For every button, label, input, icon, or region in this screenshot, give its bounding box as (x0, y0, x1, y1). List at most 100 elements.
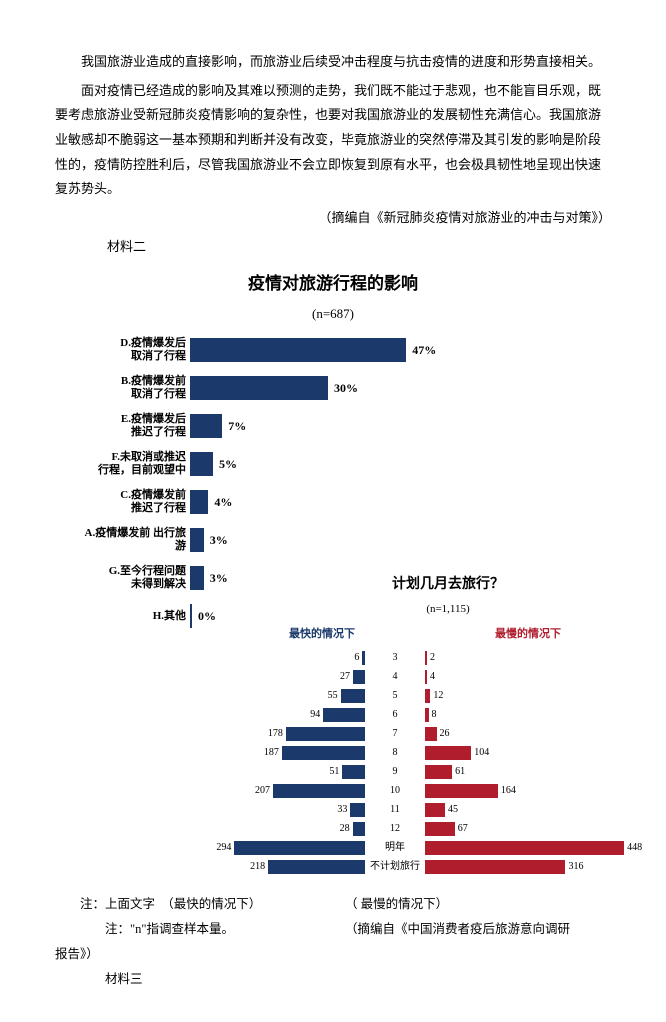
chart2-left-value: 218 (250, 857, 265, 876)
chart2-left-bar (342, 765, 365, 779)
chart2-right-value: 61 (455, 762, 465, 781)
chart2-left: 178 (145, 724, 365, 743)
chart1-row: E.疫情爆发后推迟了行程 7% (75, 410, 455, 442)
chart2-right: 316 (425, 857, 645, 876)
chart2-right: 61 (425, 762, 645, 781)
note-2a: 注："n"指调查样本量。 (55, 917, 345, 942)
chart1-barwrap: 30% (190, 376, 455, 400)
chart1-row: C.疫情爆发前推迟了行程4% (75, 486, 455, 518)
chart1-value: 30% (334, 377, 358, 400)
chart2-right-value: 104 (474, 743, 489, 762)
chart1-barwrap: 4% (190, 490, 455, 514)
chart2-left-value: 187 (264, 743, 279, 762)
chart2-left-bar (286, 727, 365, 741)
chart2-right: 8 (425, 705, 645, 724)
chart2-category: 5 (365, 686, 425, 705)
chart2-left: 94 (145, 705, 365, 724)
chart2-left: 55 (145, 686, 365, 705)
chart2-right-value: 4 (430, 667, 435, 686)
chart2-left-value: 28 (340, 819, 350, 838)
chart2-left-bar (353, 670, 365, 684)
chart2-left-bar (323, 708, 365, 722)
chart2-right-bar (425, 784, 498, 798)
chart1-value: 47% (412, 339, 436, 362)
chart2-left-bar (282, 746, 365, 760)
chart2-left: 28 (145, 819, 365, 838)
note-2b: （摘编自《中国消费者疫后旅游意向调研 (345, 917, 570, 942)
chart2-right-value: 8 (432, 705, 437, 724)
chart1-value: 3% (210, 529, 228, 552)
chart2-headers: 最快的情况下 最慢的情况下 (145, 624, 666, 645)
chart2-right-value: 164 (501, 781, 516, 800)
chart2-row: 187 8 104 (145, 744, 666, 762)
chart1-value: 7% (228, 415, 246, 438)
chart2-left-header: 最快的情况下 (289, 624, 355, 645)
chart2-right: 45 (425, 800, 645, 819)
chart2-left-value: 207 (255, 781, 270, 800)
chart2-category: 明年 (365, 838, 425, 857)
chart2-left: 187 (145, 743, 365, 762)
chart1-barwrap: 47% (190, 338, 455, 362)
chart1-row-label: D.疫情爆发后取消了行程 (75, 337, 190, 363)
chart2-left-bar (273, 784, 365, 798)
chart2-left-bar (341, 689, 365, 703)
chart2-category: 9 (365, 762, 425, 781)
chart1-row: B.疫情爆发前取消了行程 30% (75, 372, 455, 404)
chart1-row: A.疫情爆发前 出行旅游 3% (75, 524, 455, 556)
chart2-category: 11 (365, 800, 425, 819)
chart2-left-bar (350, 803, 365, 817)
chart2-right: 12 (425, 686, 645, 705)
chart1-row: D.疫情爆发后取消了行程 47% (75, 334, 455, 366)
chart2-right-bar (425, 746, 471, 760)
chart2-right-bar (425, 708, 429, 722)
chart2-category: 12 (365, 819, 425, 838)
chart2-right-bar (425, 803, 445, 817)
chart1-bar (190, 566, 204, 590)
chart1-row-label: B.疫情爆发前取消了行程 (75, 375, 190, 401)
chart2-row: 55512 (145, 687, 666, 705)
chart1-bar (190, 528, 204, 552)
chart2-row: 218不计划旅行316 (145, 858, 666, 876)
chart2-left: 51 (145, 762, 365, 781)
chart2-right-bar (425, 841, 624, 855)
chart2-row: 519 61 (145, 763, 666, 781)
chart2-right-value: 45 (448, 800, 458, 819)
chart2-category: 6 (365, 705, 425, 724)
chart1-row-label: E.疫情爆发后推迟了行程 (75, 413, 190, 439)
chart2-right-bar (425, 860, 565, 874)
chart2-right-value: 12 (433, 686, 443, 705)
chart2-left-value: 33 (337, 800, 347, 819)
chart2-right-header: 最慢的情况下 (495, 624, 561, 645)
chart1-bar (190, 376, 328, 400)
note-1a: 注：上面文字 （最快的情况下） (55, 892, 345, 917)
chart2-left-value: 55 (328, 686, 338, 705)
chart2-rows: 6322744555129468178726187810451961207101… (145, 649, 666, 876)
chart2-category: 8 (365, 743, 425, 762)
chart2-row: 9468 (145, 706, 666, 724)
chart1-bar (190, 490, 208, 514)
chart1-title: 疫情对旅游行程的影响 (55, 268, 611, 300)
chart2-left-value: 294 (216, 838, 231, 857)
chart2-right-bar (425, 670, 427, 684)
source-1: （摘编自《新冠肺炎疫情对旅游业的冲击与对策》） (55, 206, 611, 231)
chart2-left-bar (268, 860, 365, 874)
chart2-right: 67 (425, 819, 645, 838)
chart2-right: 448 (425, 838, 645, 857)
chart1-row-label: C.疫情爆发前推迟了行程 (75, 489, 190, 515)
chart2-row: 2744 (145, 668, 666, 686)
chart1-row: F.未取消或推迟行程，目前观望中5% (75, 448, 455, 480)
note-1b: （ 最慢的情况下） (345, 892, 448, 917)
chart2-category: 10 (365, 781, 425, 800)
chart2-row: 207 10 164 (145, 782, 666, 800)
chart2-right: 164 (425, 781, 645, 800)
chart2-right-value: 316 (568, 857, 583, 876)
chart2-right-bar (425, 651, 427, 665)
chart2-right: 26 (425, 724, 645, 743)
chart1-row-label: H.其他 (75, 610, 190, 623)
chart2-left: 33 (145, 800, 365, 819)
chart1-bar (190, 414, 222, 438)
chart1-barwrap: 7% (190, 414, 455, 438)
chart2-left: 218 (145, 857, 365, 876)
chart1-row-label: A.疫情爆发前 出行旅游 (75, 527, 190, 553)
chart2-left-value: 27 (340, 667, 350, 686)
